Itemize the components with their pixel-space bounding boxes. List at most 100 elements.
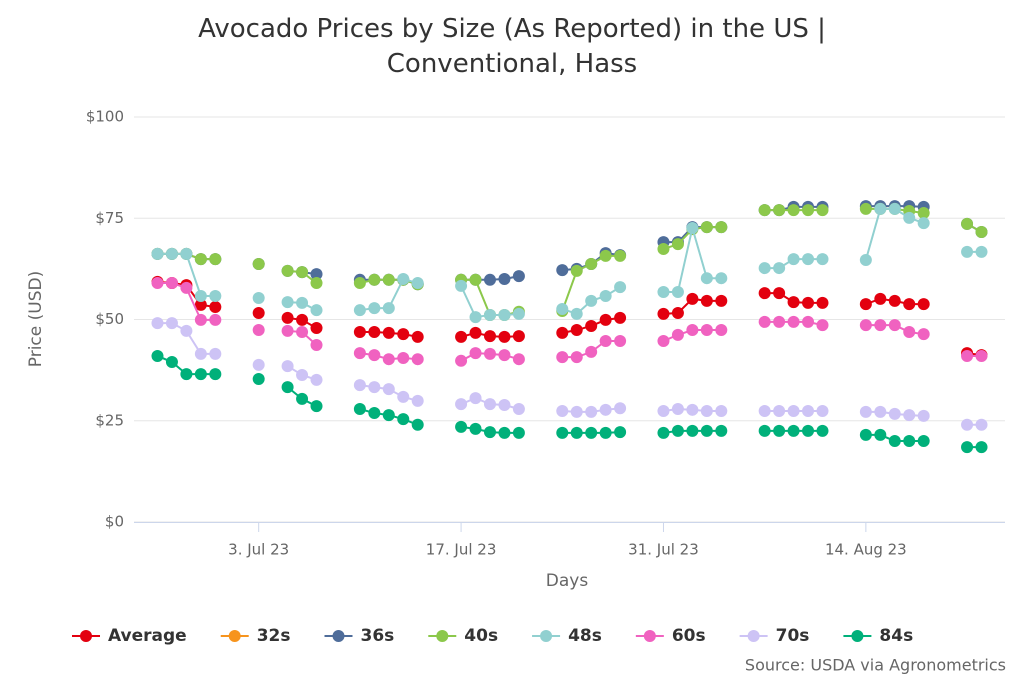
data-point xyxy=(180,247,193,260)
data-point xyxy=(556,426,569,439)
series-line xyxy=(157,282,982,362)
data-point xyxy=(975,418,988,431)
data-point xyxy=(816,296,829,309)
data-point xyxy=(483,273,496,286)
series xyxy=(151,317,988,431)
data-point xyxy=(715,294,728,307)
legend-item[interactable]: 60s xyxy=(635,626,706,646)
data-point xyxy=(368,326,381,339)
data-point xyxy=(700,405,713,418)
data-point xyxy=(961,217,974,230)
data-point xyxy=(556,326,569,339)
legend-item[interactable]: 40s xyxy=(428,626,498,646)
series-line xyxy=(157,355,982,449)
data-point xyxy=(599,334,612,347)
data-point xyxy=(700,294,713,307)
data-point xyxy=(874,202,887,215)
data-point xyxy=(281,311,294,324)
data-point xyxy=(599,403,612,416)
data-point xyxy=(382,273,395,286)
data-point xyxy=(180,281,193,294)
data-point xyxy=(773,424,786,437)
legend-item[interactable]: 32s xyxy=(220,626,291,646)
data-point xyxy=(165,356,178,369)
data-point xyxy=(455,354,468,367)
legend-item[interactable]: 70s xyxy=(739,626,810,646)
data-point xyxy=(194,298,207,311)
data-point xyxy=(802,315,815,328)
data-point xyxy=(512,426,525,439)
data-point xyxy=(585,294,598,307)
data-point xyxy=(194,347,207,360)
legend-item[interactable]: 48s xyxy=(532,626,602,646)
data-point xyxy=(411,418,424,431)
data-point xyxy=(296,266,309,279)
data-point xyxy=(961,418,974,431)
data-point xyxy=(686,292,699,305)
data-point xyxy=(194,290,207,303)
data-point xyxy=(512,270,525,283)
data-point xyxy=(917,298,930,311)
legend-label: 84s xyxy=(879,626,913,646)
data-point xyxy=(469,392,482,405)
legend-marker xyxy=(747,630,760,642)
data-point xyxy=(498,426,511,439)
legend-item[interactable]: 84s xyxy=(843,626,913,646)
data-point xyxy=(353,326,366,339)
y-axis-title: Price (USD) xyxy=(26,271,46,367)
data-point xyxy=(614,426,627,439)
data-point xyxy=(657,426,670,439)
data-point xyxy=(180,368,193,381)
data-point xyxy=(787,424,800,437)
data-point xyxy=(512,330,525,343)
data-point xyxy=(397,328,410,341)
data-point xyxy=(671,403,684,416)
data-point xyxy=(917,328,930,341)
data-point xyxy=(671,328,684,341)
data-point xyxy=(686,424,699,437)
legend-item[interactable]: 36s xyxy=(324,626,395,646)
data-point xyxy=(773,405,786,418)
data-point xyxy=(252,358,265,371)
data-point xyxy=(483,426,496,439)
data-point xyxy=(874,428,887,441)
data-point xyxy=(498,330,511,343)
data-point xyxy=(657,405,670,418)
series xyxy=(151,277,988,367)
legend-marker xyxy=(80,630,92,642)
data-point xyxy=(151,349,164,362)
data-point xyxy=(368,407,381,420)
data-point xyxy=(758,262,771,275)
data-point xyxy=(296,326,309,339)
data-point xyxy=(686,403,699,416)
data-point xyxy=(483,347,496,360)
data-point xyxy=(556,264,569,277)
data-point xyxy=(252,324,265,337)
legend-marker xyxy=(436,630,449,642)
data-point xyxy=(917,217,930,230)
data-point xyxy=(787,253,800,266)
data-point xyxy=(512,353,525,366)
y-tick-label: $75 xyxy=(95,209,124,227)
data-point xyxy=(599,290,612,303)
data-point xyxy=(209,368,222,381)
data-point xyxy=(498,309,511,322)
data-point xyxy=(310,400,323,413)
legend-label: Average xyxy=(108,626,187,646)
data-point xyxy=(310,322,323,335)
data-point xyxy=(455,279,468,292)
data-point xyxy=(397,273,410,285)
x-axis-title: Days xyxy=(546,571,589,591)
data-point xyxy=(353,347,366,360)
data-point xyxy=(411,394,424,407)
data-point xyxy=(310,268,323,281)
data-point xyxy=(758,424,771,437)
series-line xyxy=(157,207,982,317)
data-point xyxy=(700,324,713,337)
data-point xyxy=(556,302,569,315)
data-point xyxy=(657,243,670,256)
legend-item[interactable]: Average xyxy=(72,626,187,646)
data-point xyxy=(209,347,222,360)
data-point xyxy=(715,272,728,285)
